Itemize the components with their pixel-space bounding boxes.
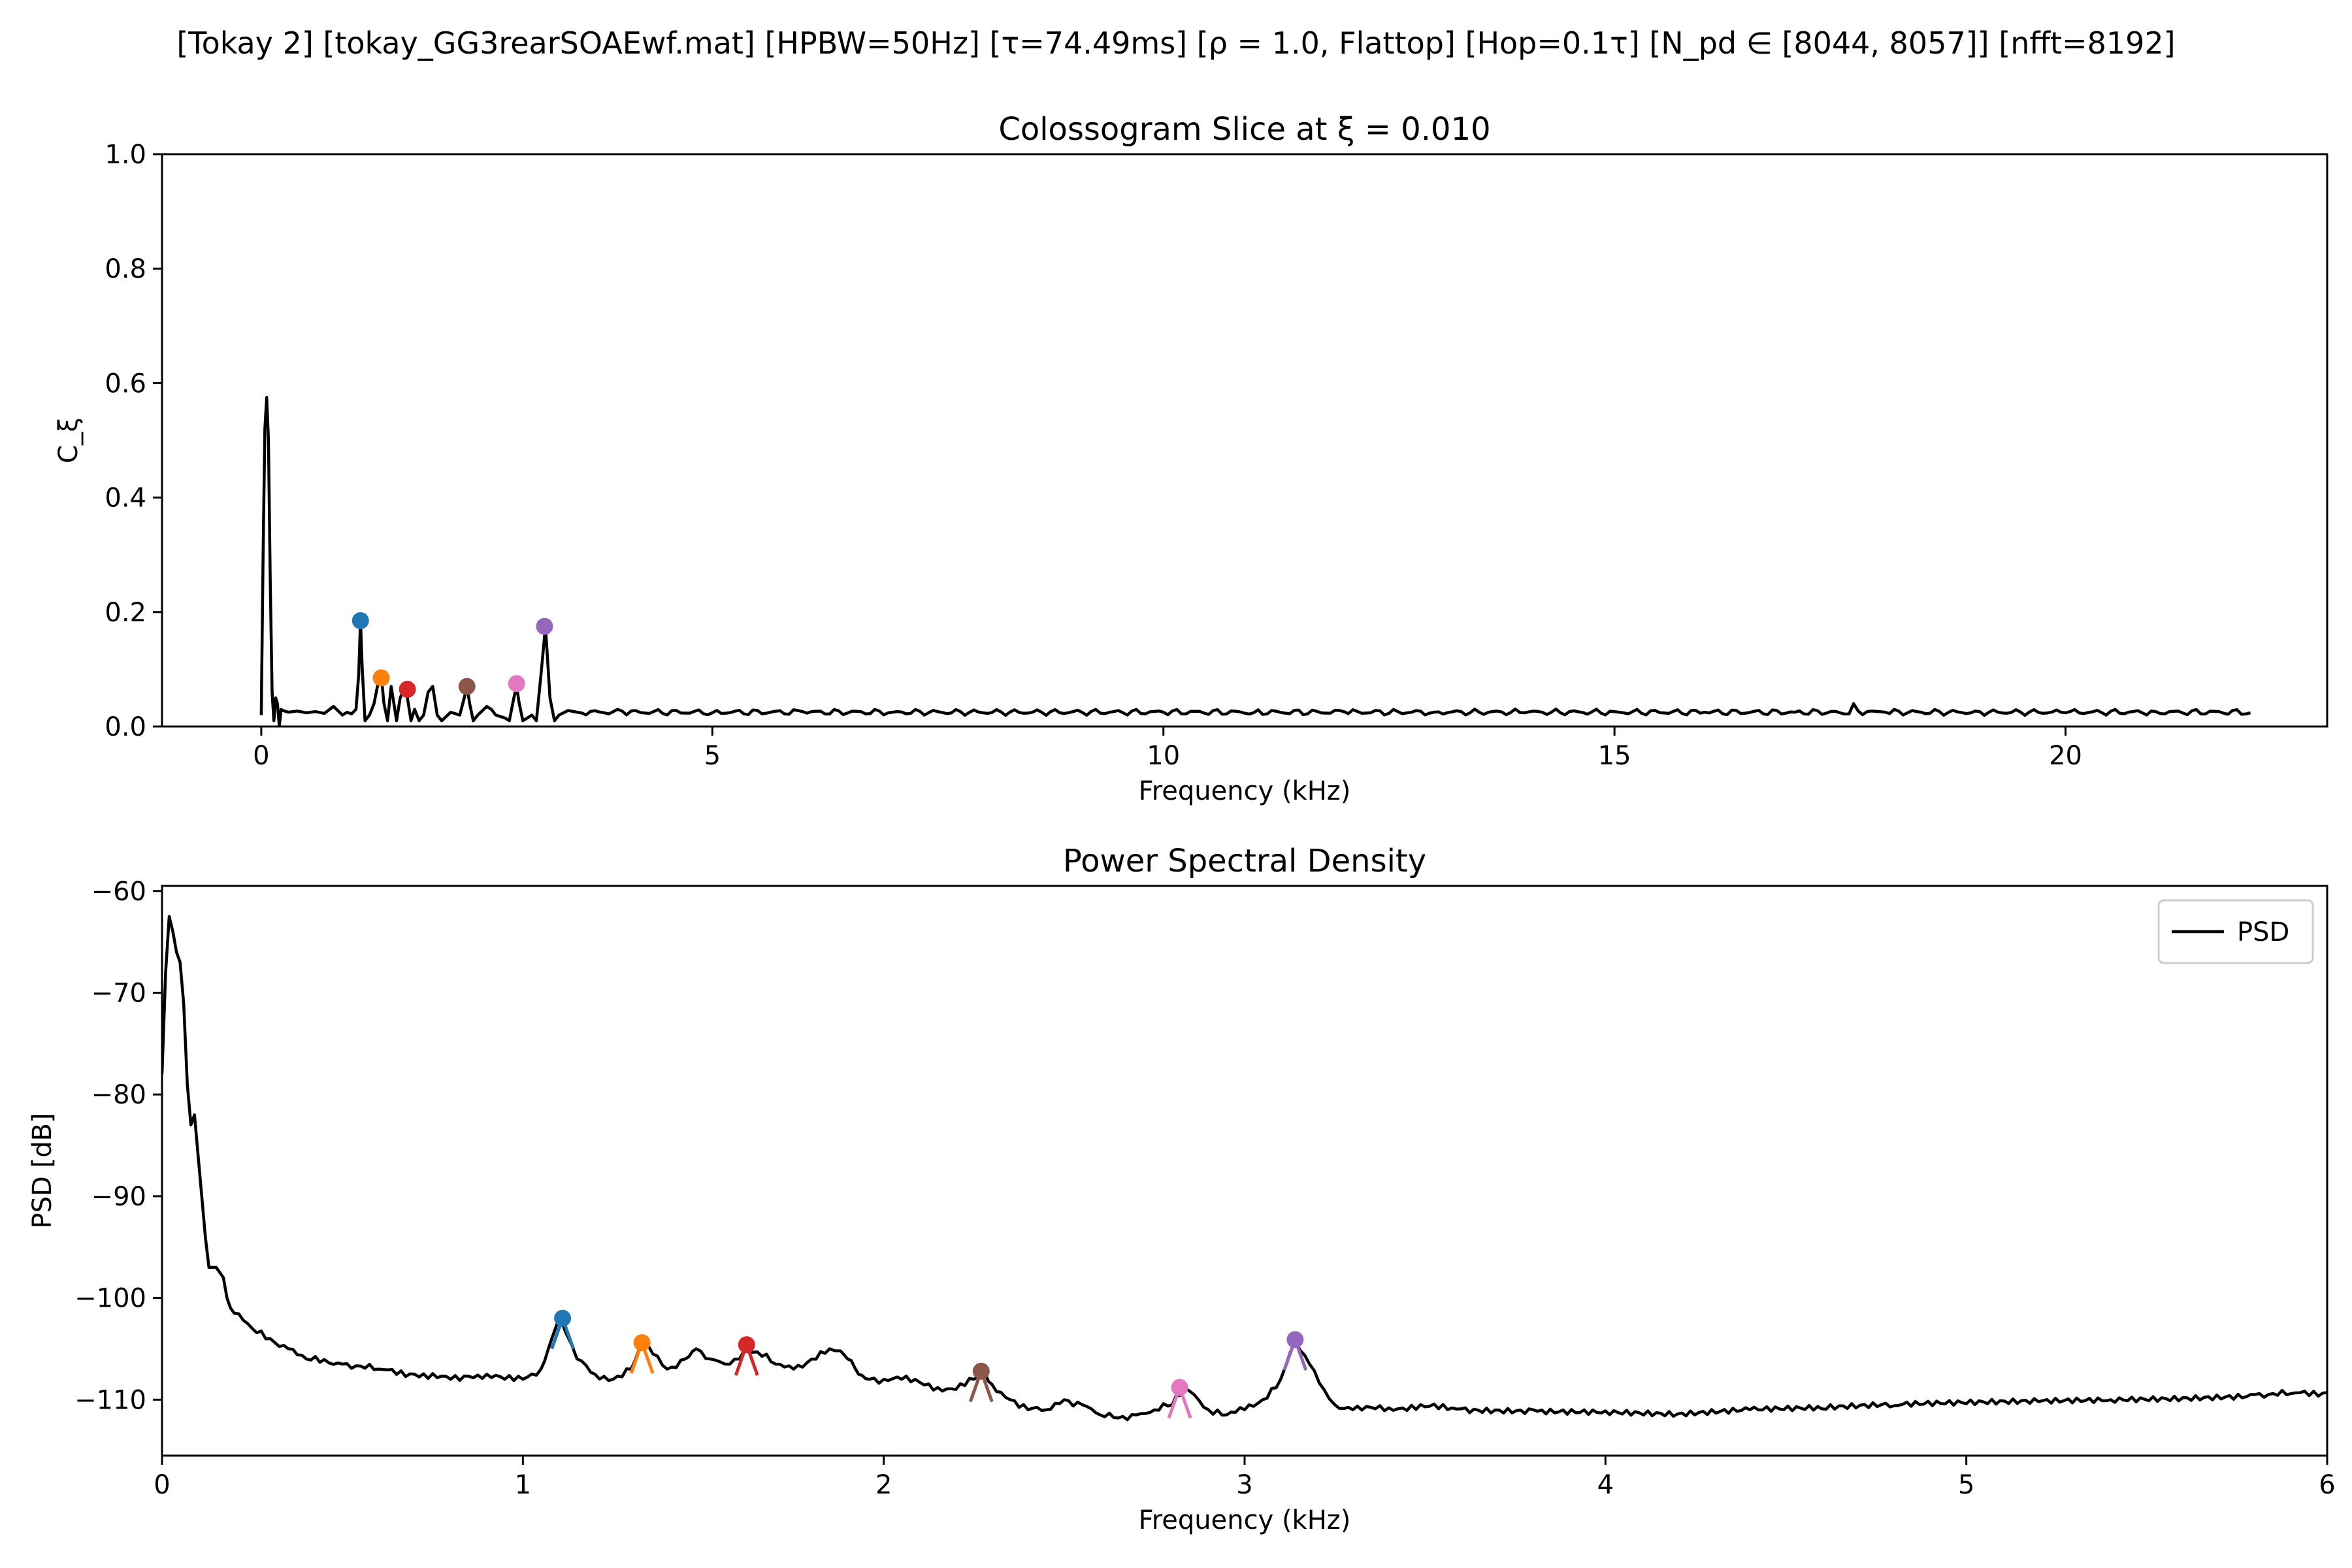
colossogram-axes-frame — [161, 153, 2328, 728]
colossogram-y-tick-label: 0.4 — [105, 483, 146, 514]
psd-y-tick-label: −80 — [91, 1080, 146, 1110]
colossogram-x-tick-label: 15 — [1598, 741, 1631, 771]
colossogram-y-tick-label: 1.0 — [105, 140, 146, 170]
colossogram-y-tick-label: 0.6 — [105, 368, 146, 399]
figure-suptitle: [Tokay 2] [tokay_GG3rearSOAEwf.mat] [HPB… — [176, 25, 2175, 61]
psd-x-tick-label: 1 — [515, 1470, 531, 1500]
psd-y-tick-label: −110 — [74, 1385, 146, 1415]
colossogram-x-tick-label: 10 — [1147, 741, 1180, 771]
colossogram-x-axis-label: Frequency (kHz) — [1139, 776, 1351, 806]
psd-y-tick-label: −60 — [91, 877, 146, 907]
psd-panel: Power Spectral Density Frequency (kHz) P… — [27, 843, 2336, 1535]
psd-title: Power Spectral Density — [1063, 843, 1426, 879]
psd-series-line — [162, 915, 2327, 1422]
psd-peak-marker — [738, 1336, 755, 1354]
psd-legend-box — [2157, 899, 2314, 964]
psd-axes-frame — [161, 885, 2328, 1457]
psd-y-tick-label: −100 — [74, 1284, 146, 1314]
psd-x-tick-label: 4 — [1597, 1470, 1614, 1500]
colossogram-peak-marker — [536, 617, 553, 635]
colossogram-y-tick-label: 0.2 — [105, 598, 146, 628]
colossogram-peak-marker — [351, 612, 369, 629]
psd-x-tick-label: 0 — [154, 1470, 170, 1500]
colossogram-panel: Colossogram Slice at ξ = 0.010 Frequency… — [54, 111, 2328, 806]
psd-legend-label: PSD — [2237, 917, 2289, 947]
colossogram-peak-marker — [399, 681, 416, 698]
colossogram-series-line — [259, 396, 2251, 727]
psd-x-axis-label: Frequency (kHz) — [1139, 1505, 1351, 1535]
colossogram-x-tick-label: 0 — [253, 741, 269, 771]
colossogram-title: Colossogram Slice at ξ = 0.010 — [998, 111, 1490, 148]
psd-x-tick-label: 3 — [1236, 1470, 1252, 1500]
colossogram-peak-marker — [508, 675, 525, 693]
colossogram-peak-marker — [372, 669, 390, 687]
psd-peak-marker — [633, 1334, 651, 1352]
psd-y-axis-label: PSD [dB] — [27, 1113, 57, 1228]
psd-x-tick-label: 5 — [1958, 1470, 1974, 1500]
colossogram-x-tick-label: 5 — [704, 741, 721, 771]
psd-plot-area — [162, 915, 2327, 1422]
psd-y-tick-label: −70 — [91, 979, 146, 1009]
colossogram-y-axis-label: C_ξ — [54, 417, 84, 463]
psd-x-tick-label: 6 — [2319, 1470, 2335, 1500]
colossogram-x-tick-label: 20 — [2049, 741, 2082, 771]
colossogram-peak-marker — [458, 678, 476, 695]
psd-y-tick-label: −90 — [91, 1182, 146, 1212]
colossogram-plot-area — [259, 396, 2251, 727]
psd-peak-marker — [554, 1309, 572, 1327]
colossogram-y-tick-label: 0.8 — [105, 254, 146, 284]
colossogram-y-tick-label: 0.0 — [105, 712, 146, 742]
psd-peak-marker — [972, 1362, 990, 1380]
psd-x-tick-label: 2 — [875, 1470, 892, 1500]
psd-peak-marker — [1286, 1331, 1304, 1348]
psd-peak-marker — [1171, 1379, 1188, 1396]
